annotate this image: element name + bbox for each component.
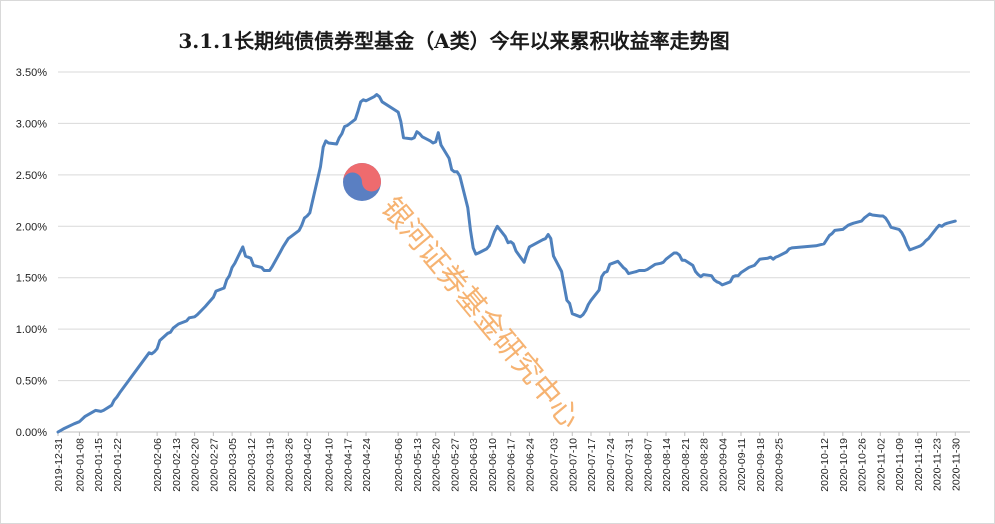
x-tick-label: 2020-09-25 bbox=[774, 438, 786, 492]
x-tick-label: 2020-07-10 bbox=[567, 438, 579, 492]
chart-title: 3.1.1长期纯债债券型基金（A类）今年以来累积收益率走势图 bbox=[178, 29, 730, 53]
watermark-logo bbox=[343, 163, 381, 201]
x-tick-label: 2020-02-20 bbox=[190, 438, 202, 492]
watermark-text: 银河证券基金研究中心 bbox=[375, 191, 587, 435]
x-tick-label: 2020-02-27 bbox=[208, 438, 220, 492]
x-tick-label: 2020-07-03 bbox=[549, 438, 561, 492]
x-tick-label: 2019-12-31 bbox=[53, 438, 65, 492]
gridlines bbox=[58, 71, 970, 382]
x-tick-label: 2020-11-02 bbox=[875, 438, 887, 491]
x-tick-label: 2020-08-28 bbox=[699, 438, 711, 492]
x-tick-label: 2020-11-30 bbox=[950, 438, 962, 491]
x-tick-label: 2020-09-11 bbox=[736, 438, 748, 491]
y-axis-ticks: 0.00% 0.50% 1.00% 1.50% 2.00% 2.50% 3.00% 3.50% bbox=[16, 67, 47, 439]
x-tick-label: 2020-08-07 bbox=[642, 438, 654, 492]
y-tick-label: 2.50% bbox=[16, 170, 47, 182]
x-axis-ticks: 2019-12-31 2020-01-08 2020-01-15 2020-01-22… bbox=[53, 432, 962, 492]
x-tick-label: 2020-04-24 bbox=[361, 438, 373, 492]
x-tick-label: 2020-08-14 bbox=[661, 438, 673, 492]
x-tick-label: 2020-01-08 bbox=[74, 438, 86, 492]
y-tick-label: 0.50% bbox=[16, 376, 47, 388]
x-tick-label: 2020-10-26 bbox=[857, 438, 869, 492]
x-tick-label: 2020-06-17 bbox=[506, 438, 518, 492]
x-tick-label: 2020-07-17 bbox=[586, 438, 598, 492]
x-tick-label: 2020-09-04 bbox=[717, 438, 729, 492]
x-tick-label: 2020-05-06 bbox=[393, 438, 405, 492]
x-tick-label: 2020-01-15 bbox=[93, 438, 105, 492]
x-tick-label: 2020-09-18 bbox=[755, 438, 767, 492]
x-tick-label: 2020-06-24 bbox=[524, 438, 536, 492]
x-tick-label: 2020-11-16 bbox=[913, 438, 925, 491]
x-tick-label: 2020-05-13 bbox=[412, 438, 424, 492]
y-tick-label: 3.00% bbox=[16, 118, 47, 130]
x-tick-label: 2020-05-20 bbox=[431, 438, 443, 492]
x-tick-label: 2020-08-21 bbox=[680, 438, 692, 492]
x-tick-label: 2020-07-24 bbox=[605, 438, 617, 492]
x-tick-label: 2020-06-03 bbox=[468, 438, 480, 492]
x-tick-label: 2020-04-17 bbox=[342, 438, 354, 492]
series-line bbox=[56, 93, 957, 434]
x-tick-label: 2020-07-31 bbox=[624, 438, 636, 492]
x-tick-label: 2020-11-09 bbox=[894, 438, 906, 491]
y-tick-label: 0.00% bbox=[16, 427, 47, 439]
x-tick-label: 2020-05-27 bbox=[449, 438, 461, 492]
x-tick-label: 2020-03-05 bbox=[227, 438, 239, 492]
y-tick-label: 1.50% bbox=[16, 273, 47, 285]
x-tick-label: 2020-10-19 bbox=[838, 438, 850, 492]
x-tick-label: 2020-01-22 bbox=[112, 438, 124, 492]
x-tick-label: 2020-02-13 bbox=[171, 438, 183, 492]
watermark: 银河证券基金研究中心 bbox=[343, 163, 587, 435]
x-tick-label: 2020-03-12 bbox=[246, 438, 258, 492]
x-tick-label: 2020-10-12 bbox=[819, 438, 831, 492]
x-tick-label: 2020-03-19 bbox=[265, 438, 277, 492]
x-tick-label: 2020-11-23 bbox=[932, 438, 944, 491]
x-tick-label: 2020-02-06 bbox=[152, 438, 164, 492]
x-tick-label: 2020-04-02 bbox=[302, 438, 314, 492]
y-tick-label: 3.50% bbox=[16, 67, 47, 79]
y-tick-label: 2.00% bbox=[16, 221, 47, 233]
y-tick-label: 1.00% bbox=[16, 324, 47, 336]
x-tick-label: 2020-06-10 bbox=[487, 438, 499, 492]
x-tick-label: 2020-03-26 bbox=[283, 438, 295, 492]
x-tick-label: 2020-04-10 bbox=[324, 438, 336, 492]
